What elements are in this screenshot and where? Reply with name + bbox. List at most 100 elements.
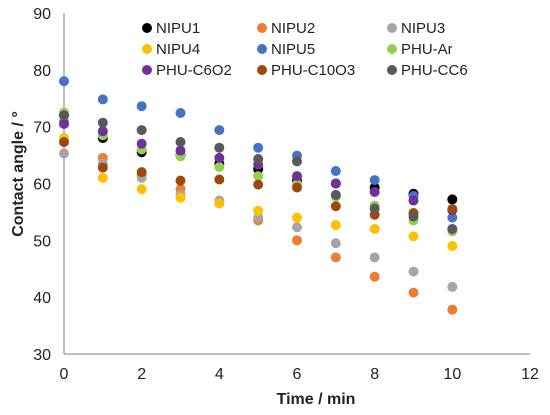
data-point	[175, 137, 186, 148]
series-nipu5	[59, 76, 458, 223]
y-tick-label: 90	[33, 6, 51, 23]
y-axis-title: Contact angle / °	[10, 111, 27, 237]
data-point	[175, 175, 186, 186]
x-tick-label: 10	[443, 366, 461, 383]
legend-marker	[257, 23, 267, 33]
data-point	[253, 205, 264, 216]
y-tick-label: 50	[33, 233, 51, 250]
data-point	[97, 172, 108, 183]
legend-marker	[142, 44, 152, 54]
data-point	[330, 252, 341, 263]
x-tick-label: 2	[137, 366, 146, 383]
legend-item: PHU-C6O2	[142, 62, 232, 79]
data-point	[253, 142, 264, 153]
series-phu-c10o3	[59, 137, 458, 220]
data-point	[292, 171, 302, 182]
data-point	[214, 125, 225, 136]
data-point	[97, 94, 108, 105]
legend-marker	[142, 23, 152, 33]
data-point	[136, 138, 147, 149]
y-tick-label: 40	[33, 290, 51, 307]
data-point	[97, 162, 108, 173]
legend-label: NIPU5	[271, 41, 315, 58]
x-tick-label: 6	[293, 366, 302, 383]
legend-item: NIPU4	[142, 41, 200, 58]
legend-marker	[387, 23, 397, 33]
series-nipu4	[59, 133, 458, 252]
legend-marker	[257, 44, 267, 54]
axes	[63, 13, 530, 355]
data-point	[447, 241, 458, 252]
series-phu-c6o2	[59, 118, 458, 216]
data-point	[408, 231, 419, 242]
data-point	[214, 142, 225, 153]
data-point	[175, 145, 186, 156]
data-point	[97, 117, 108, 128]
legend-item: PHU-Ar	[387, 41, 453, 58]
data-point	[136, 125, 147, 136]
y-tick-label: 80	[33, 63, 51, 80]
data-point	[408, 287, 419, 298]
data-point	[369, 203, 380, 214]
legend-item: PHU-C10O3	[257, 62, 355, 79]
legend-item: NIPU3	[387, 20, 445, 37]
data-point	[136, 167, 147, 178]
data-point	[59, 118, 69, 129]
legend-item: NIPU2	[257, 20, 315, 37]
data-point	[59, 148, 69, 159]
data-point	[369, 187, 380, 198]
legend-label: NIPU4	[156, 41, 200, 58]
data-point	[330, 219, 341, 230]
data-point	[97, 126, 108, 137]
x-tick-label: 0	[60, 366, 69, 383]
data-point	[59, 76, 69, 87]
data-point	[447, 281, 458, 292]
data-point	[330, 189, 341, 200]
data-point	[292, 235, 302, 246]
legend-label: PHU-CC6	[401, 62, 468, 79]
data-point	[214, 162, 225, 173]
legend-marker	[257, 65, 267, 75]
data-point	[408, 211, 419, 222]
data-points	[59, 76, 458, 315]
data-point	[253, 171, 264, 182]
y-tick-label: 60	[33, 177, 51, 194]
legend-label: NIPU2	[271, 20, 315, 37]
data-point	[59, 110, 69, 121]
legend-item: NIPU1	[142, 20, 200, 37]
data-point	[447, 194, 458, 205]
data-point	[214, 174, 225, 185]
legend: NIPU1 NIPU2 NIPU3 NIPU4 NIPU5 PHU-Ar PHU-C6O2 P…	[142, 20, 468, 79]
x-tick-label: 8	[370, 366, 379, 383]
y-tick-label: 70	[33, 120, 51, 137]
data-point	[408, 195, 419, 206]
legend-item: PHU-CC6	[387, 62, 468, 79]
data-point	[330, 201, 341, 212]
x-axis-title: Time / min	[277, 391, 356, 408]
data-point	[447, 204, 458, 215]
data-point	[369, 175, 380, 186]
data-point	[175, 108, 186, 119]
y-tick-label: 30	[33, 347, 51, 364]
legend-label: NIPU1	[156, 20, 200, 37]
data-point	[369, 252, 380, 263]
legend-marker	[387, 44, 397, 54]
data-point	[253, 154, 264, 165]
data-point	[292, 182, 302, 193]
data-point	[253, 179, 264, 190]
data-point	[369, 271, 380, 282]
data-point	[214, 198, 225, 209]
x-tick-label: 4	[215, 366, 224, 383]
x-tick-label: 12	[521, 366, 539, 383]
legend-label: PHU-C6O2	[156, 62, 232, 79]
legend-item: NIPU5	[257, 41, 315, 58]
x-tick-labels: 0 2 4 6 8 10 12	[60, 366, 539, 383]
data-point	[175, 192, 186, 203]
data-point	[447, 304, 458, 315]
legend-label: NIPU3	[401, 20, 445, 37]
data-point	[330, 165, 341, 176]
data-point	[136, 184, 147, 195]
series-phu-cc6	[59, 110, 458, 234]
legend-marker	[387, 65, 397, 75]
